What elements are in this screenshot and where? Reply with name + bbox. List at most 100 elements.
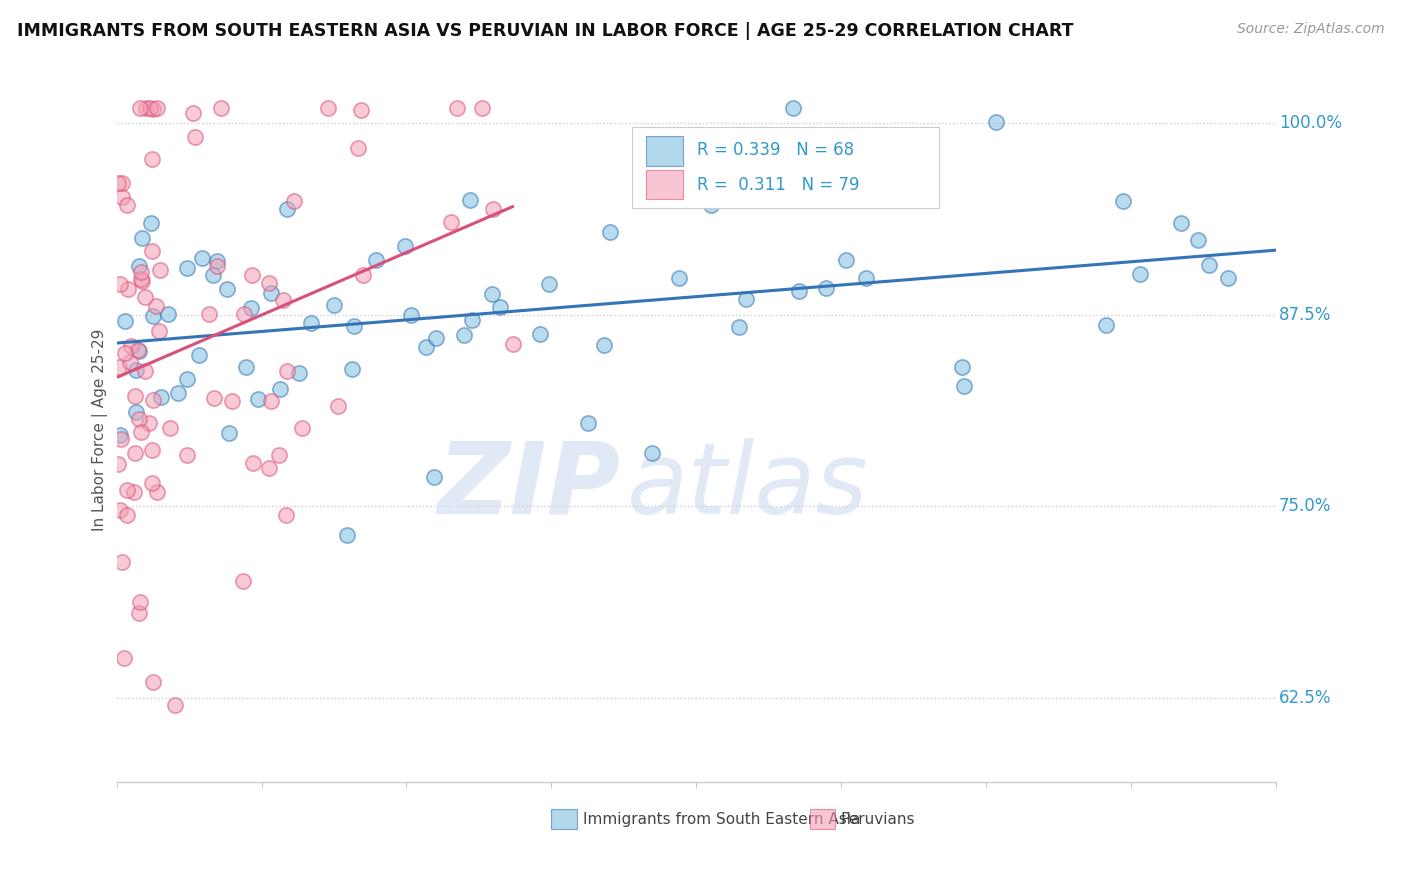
Point xyxy=(537,277,560,291)
Point xyxy=(128,412,150,426)
Point xyxy=(422,470,444,484)
Point xyxy=(399,308,422,322)
Point xyxy=(131,274,153,288)
Point xyxy=(1112,194,1135,208)
Point xyxy=(668,271,690,285)
Point xyxy=(110,428,132,442)
Point xyxy=(599,225,621,239)
Point xyxy=(260,286,283,301)
Point xyxy=(142,102,165,116)
Point xyxy=(141,476,163,491)
Point xyxy=(176,448,198,462)
FancyBboxPatch shape xyxy=(551,809,576,830)
Text: ZIP: ZIP xyxy=(437,438,621,534)
Point xyxy=(953,379,976,393)
Point xyxy=(415,340,437,354)
Point xyxy=(215,283,238,297)
Point xyxy=(1198,259,1220,273)
Point xyxy=(787,284,810,298)
Point xyxy=(124,389,146,403)
Point xyxy=(458,193,481,207)
Point xyxy=(191,252,214,266)
Point xyxy=(114,345,136,359)
Point xyxy=(835,253,858,268)
Point xyxy=(276,508,298,522)
Point xyxy=(240,268,263,282)
Point xyxy=(529,327,551,342)
Point xyxy=(142,309,165,323)
Text: 87.5%: 87.5% xyxy=(1279,306,1331,324)
Point xyxy=(149,390,172,404)
Point xyxy=(115,483,138,497)
Point xyxy=(218,425,240,440)
Point xyxy=(114,313,136,327)
Point xyxy=(111,176,134,190)
Point xyxy=(950,359,973,374)
Point xyxy=(489,300,512,314)
Point xyxy=(350,103,373,117)
Point xyxy=(481,287,503,301)
Point xyxy=(129,101,152,115)
Point xyxy=(188,348,211,362)
Point xyxy=(117,508,139,523)
Point xyxy=(242,456,264,470)
Point xyxy=(1129,267,1152,281)
Point xyxy=(269,448,291,462)
Point xyxy=(198,307,221,321)
Point xyxy=(135,101,157,115)
Point xyxy=(471,101,494,115)
Point xyxy=(148,324,170,338)
Text: R =  0.311   N = 79: R = 0.311 N = 79 xyxy=(697,176,859,194)
Point xyxy=(276,364,298,378)
Point xyxy=(288,366,311,380)
Point xyxy=(276,202,298,216)
Point xyxy=(364,252,387,267)
Point xyxy=(142,675,165,690)
Point xyxy=(576,416,599,430)
Point xyxy=(141,152,163,166)
FancyBboxPatch shape xyxy=(810,809,835,830)
Point xyxy=(146,485,169,500)
FancyBboxPatch shape xyxy=(633,127,939,208)
Point xyxy=(202,268,225,282)
Point xyxy=(181,106,204,120)
Point xyxy=(322,298,344,312)
Point xyxy=(128,606,150,620)
Point xyxy=(124,446,146,460)
Point xyxy=(129,595,152,609)
Point xyxy=(352,268,374,283)
Point xyxy=(134,290,156,304)
Point xyxy=(108,277,131,291)
Point xyxy=(111,190,134,204)
Point xyxy=(394,239,416,253)
Point xyxy=(156,308,179,322)
Point xyxy=(855,270,877,285)
Text: Source: ZipAtlas.com: Source: ZipAtlas.com xyxy=(1237,22,1385,37)
Point xyxy=(727,319,749,334)
Point xyxy=(269,382,291,396)
Text: 100.0%: 100.0% xyxy=(1279,114,1341,132)
Point xyxy=(120,355,142,369)
Point xyxy=(343,319,366,334)
Point xyxy=(205,259,228,273)
Point xyxy=(1095,318,1118,333)
Point xyxy=(461,312,484,326)
Point xyxy=(592,338,614,352)
Point xyxy=(232,308,254,322)
Point xyxy=(141,443,163,458)
Point xyxy=(202,391,225,405)
Text: R = 0.339   N = 68: R = 0.339 N = 68 xyxy=(697,141,855,159)
Point xyxy=(145,299,167,313)
Point xyxy=(1187,233,1209,247)
Point xyxy=(129,265,152,279)
Point xyxy=(125,363,148,377)
Point xyxy=(128,259,150,273)
Point xyxy=(425,331,447,345)
Point xyxy=(139,101,162,115)
Point xyxy=(446,101,468,115)
Point xyxy=(1170,216,1192,230)
Point xyxy=(232,574,254,589)
Point xyxy=(700,198,723,212)
Point xyxy=(115,198,138,212)
Text: atlas: atlas xyxy=(627,438,868,534)
